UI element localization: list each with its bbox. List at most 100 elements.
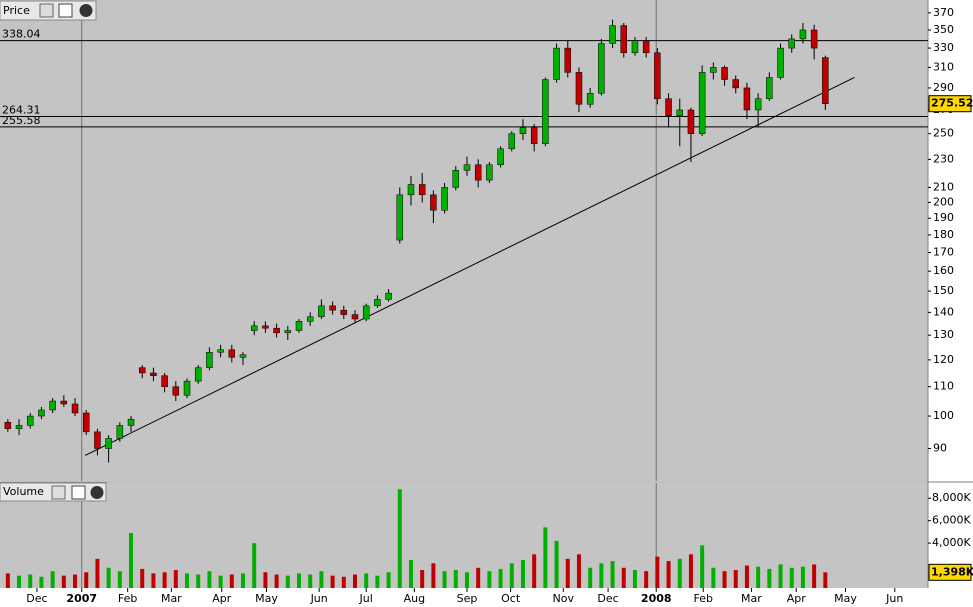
candle-body (318, 305, 325, 318)
candle-body (609, 25, 616, 44)
candle-body (329, 305, 336, 311)
volume-bar (778, 564, 783, 588)
candle-body (250, 325, 258, 331)
volume-bar (386, 572, 391, 588)
volume-bar (162, 572, 167, 588)
y-tick-label: 370 (933, 6, 954, 19)
volume-bar (688, 554, 693, 588)
volume-bar (789, 567, 794, 588)
y-tick-label: 130 (933, 328, 954, 341)
volume-bar (319, 571, 324, 588)
candle-body (665, 98, 672, 116)
volume-bar (50, 571, 55, 588)
candle-body (530, 127, 538, 144)
x-tick-label: Apr (787, 592, 807, 605)
y-tick-label: 6,000K (932, 514, 971, 527)
volume-bar (700, 545, 705, 588)
y-tick-label: 170 (933, 246, 954, 259)
candle-body (284, 330, 292, 334)
volume-bar (812, 564, 817, 588)
candle-body (306, 316, 314, 322)
volume-bar (117, 571, 122, 588)
candle-body (497, 148, 504, 166)
volume-bar (576, 554, 581, 588)
candle-body (575, 72, 583, 105)
x-tick-label: 2008 (641, 592, 672, 605)
candle-body (564, 47, 572, 73)
volume-bar (28, 574, 33, 588)
candle-body (642, 40, 650, 54)
candle-body (710, 67, 717, 73)
volume-bar (733, 570, 738, 588)
volume-bar (73, 574, 78, 588)
volume-bar (487, 571, 492, 588)
maximize-button[interactable] (58, 3, 73, 18)
x-tick-label: May (255, 592, 278, 605)
candle-body (474, 164, 482, 181)
candle-body (418, 184, 426, 196)
volume-bar (330, 575, 335, 588)
volume-bar (431, 563, 436, 588)
volume-bar (285, 575, 290, 588)
candle-body (743, 87, 751, 111)
candle-body (788, 38, 795, 49)
candle-body (262, 325, 269, 329)
candle-body (26, 415, 34, 426)
y-tick-label: 100 (933, 409, 954, 422)
candle-body (766, 77, 773, 99)
volume-bar (84, 572, 89, 588)
candle-body (150, 372, 157, 376)
candle-body (620, 25, 628, 54)
candle-body (374, 299, 381, 307)
settings-button[interactable] (51, 485, 66, 500)
volume-bar (39, 576, 44, 588)
candle-body (721, 67, 728, 80)
y-tick-label: 290 (933, 81, 954, 94)
volume-bar (129, 533, 134, 588)
volume-bar (498, 568, 503, 588)
close-button[interactable] (79, 4, 93, 17)
candle-body (777, 47, 784, 78)
volume-bar (476, 567, 481, 588)
maximize-button[interactable] (71, 485, 86, 500)
candle-body (273, 327, 280, 334)
y-tick-label: 250 (933, 127, 954, 140)
volume-bar (756, 566, 761, 588)
close-button[interactable] (90, 486, 104, 499)
candle-body (116, 425, 124, 439)
volume-bar (297, 573, 302, 588)
y-tick-label: 8,000K (932, 491, 971, 504)
settings-button[interactable] (39, 3, 54, 18)
x-tick-label: May (834, 592, 857, 605)
y-tick-label: 200 (933, 195, 954, 208)
volume-bar (420, 570, 425, 588)
volume-bar (341, 576, 346, 588)
x-tick-label: Oct (501, 592, 521, 605)
volume-bar (106, 567, 111, 588)
volume-bar (397, 489, 402, 588)
candle-body (217, 349, 224, 353)
candle-body (654, 52, 661, 99)
candle-body (586, 93, 594, 105)
volume-bar (185, 573, 190, 588)
volume-bar (375, 575, 380, 588)
x-tick-label: Aug (404, 592, 425, 605)
candle-body (598, 43, 605, 94)
candle-body (553, 47, 560, 80)
volume-bar (196, 574, 201, 588)
volume-bar (543, 527, 548, 588)
candle-body (172, 386, 180, 396)
volume-bar (520, 559, 525, 588)
panel-title: Volume (3, 485, 44, 498)
candle-body (206, 352, 213, 368)
x-tick-label: Feb (118, 592, 137, 605)
y-tick-label: 330 (933, 41, 954, 54)
candle-body (127, 418, 135, 426)
candle-body (698, 72, 706, 134)
volume-bar (352, 574, 357, 588)
candle-body (194, 367, 202, 382)
y-tick-label: 160 (933, 264, 954, 277)
candle-body (486, 164, 493, 181)
